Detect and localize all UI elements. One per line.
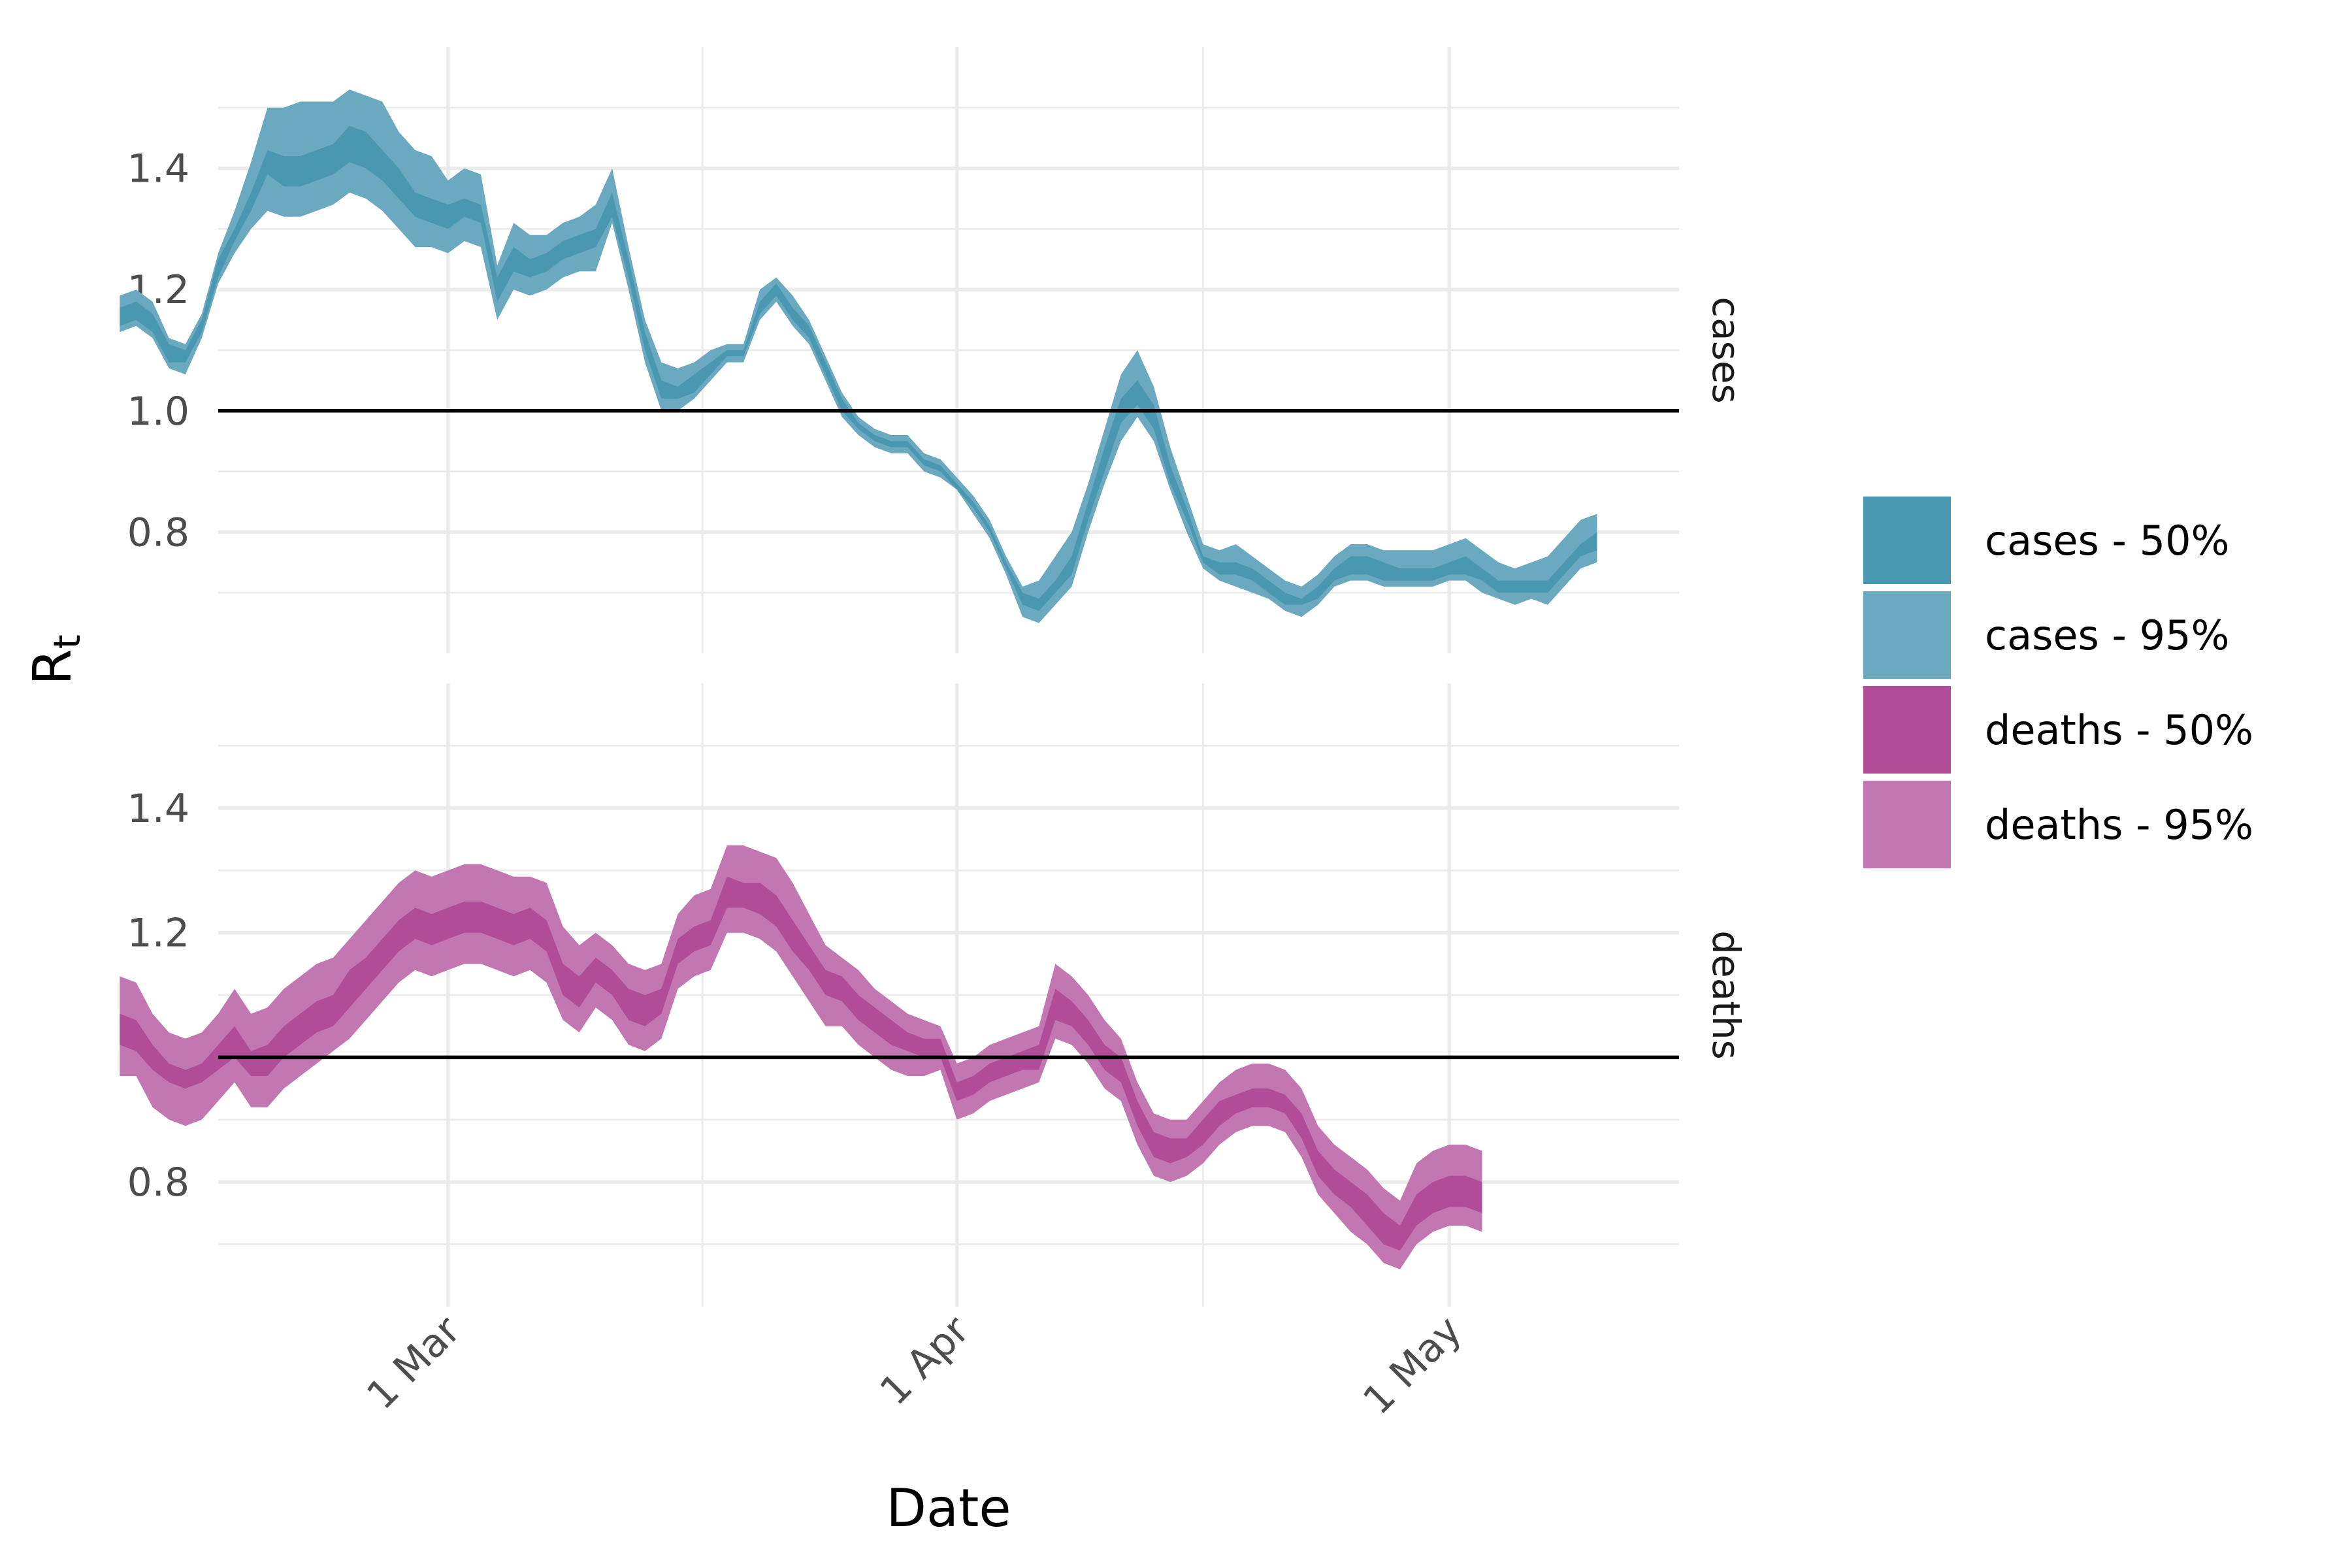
y-tick-label: 0.8 (127, 510, 189, 555)
y-axis-title-subscript: t (46, 634, 89, 649)
legend-swatch (1863, 686, 1951, 774)
y-tick-label: 0.8 (127, 1160, 189, 1205)
x-tick-label: 1 Mar (358, 1307, 469, 1418)
legend-label: deaths - 95% (1985, 801, 2253, 849)
x-tick-label: 1 Apr (872, 1307, 979, 1414)
legend-label: cases - 95% (1985, 612, 2229, 659)
legend: cases - 50% cases - 95% deaths - 50% deaths… (1863, 497, 2253, 868)
legend-label: cases - 50% (1985, 517, 2229, 564)
y-tick-label: 1.4 (127, 146, 189, 192)
ribbon-cases-50 (120, 125, 1597, 612)
legend-swatch (1863, 497, 1951, 584)
legend-swatch (1863, 781, 1951, 868)
x-axis-title: Date (886, 1478, 1011, 1539)
ribbon-deaths-95 (120, 845, 1482, 1269)
x-axis: 1 Mar 1 Apr 1 May (358, 1307, 1471, 1424)
legend-label: deaths - 50% (1985, 706, 2253, 754)
y-axis-title-main: R (22, 649, 83, 685)
strip-label-deaths: deaths (1704, 930, 1748, 1060)
ribbon-cases-95 (120, 90, 1597, 623)
y-tick-label: 1.2 (127, 911, 189, 956)
legend-swatch (1863, 591, 1951, 679)
strip-label-cases: cases (1704, 297, 1748, 404)
x-tick-label: 1 May (1354, 1307, 1471, 1424)
y-tick-label: 1.0 (127, 389, 189, 434)
y-axis-title: Rt (22, 634, 89, 685)
ribbon-deaths-50 (120, 876, 1482, 1251)
y-tick-label: 1.4 (127, 786, 189, 832)
